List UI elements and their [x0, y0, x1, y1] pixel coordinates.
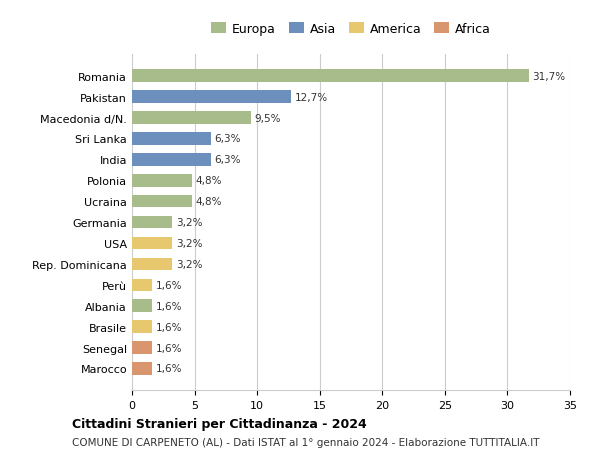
Text: 1,6%: 1,6% [156, 322, 182, 332]
Bar [132, 237, 172, 250]
Bar [132, 154, 211, 166]
Bar [132, 216, 172, 229]
Text: 1,6%: 1,6% [156, 301, 182, 311]
Text: 4,8%: 4,8% [196, 197, 223, 207]
Text: COMUNE DI CARPENETO (AL) - Dati ISTAT al 1° gennaio 2024 - Elaborazione TUTTITAL: COMUNE DI CARPENETO (AL) - Dati ISTAT al… [72, 437, 539, 447]
Text: 6,3%: 6,3% [215, 134, 241, 144]
Bar [132, 112, 251, 124]
Text: 3,2%: 3,2% [176, 239, 202, 248]
Bar [132, 174, 192, 187]
Text: 1,6%: 1,6% [156, 364, 182, 374]
Text: 3,2%: 3,2% [176, 259, 202, 269]
Text: 9,5%: 9,5% [254, 113, 281, 123]
Bar [132, 258, 172, 271]
Text: 31,7%: 31,7% [532, 72, 566, 82]
Bar [132, 300, 152, 312]
Text: Cittadini Stranieri per Cittadinanza - 2024: Cittadini Stranieri per Cittadinanza - 2… [72, 417, 367, 430]
Text: 3,2%: 3,2% [176, 218, 202, 228]
Bar [132, 70, 529, 83]
Bar [132, 321, 152, 333]
Text: 4,8%: 4,8% [196, 176, 223, 186]
Bar [132, 91, 291, 104]
Bar [132, 196, 192, 208]
Text: 1,6%: 1,6% [156, 280, 182, 290]
Bar [132, 363, 152, 375]
Text: 1,6%: 1,6% [156, 343, 182, 353]
Text: 12,7%: 12,7% [295, 92, 328, 102]
Legend: Europa, Asia, America, Africa: Europa, Asia, America, Africa [206, 18, 496, 41]
Text: 6,3%: 6,3% [215, 155, 241, 165]
Bar [132, 133, 211, 146]
Bar [132, 341, 152, 354]
Bar [132, 279, 152, 291]
